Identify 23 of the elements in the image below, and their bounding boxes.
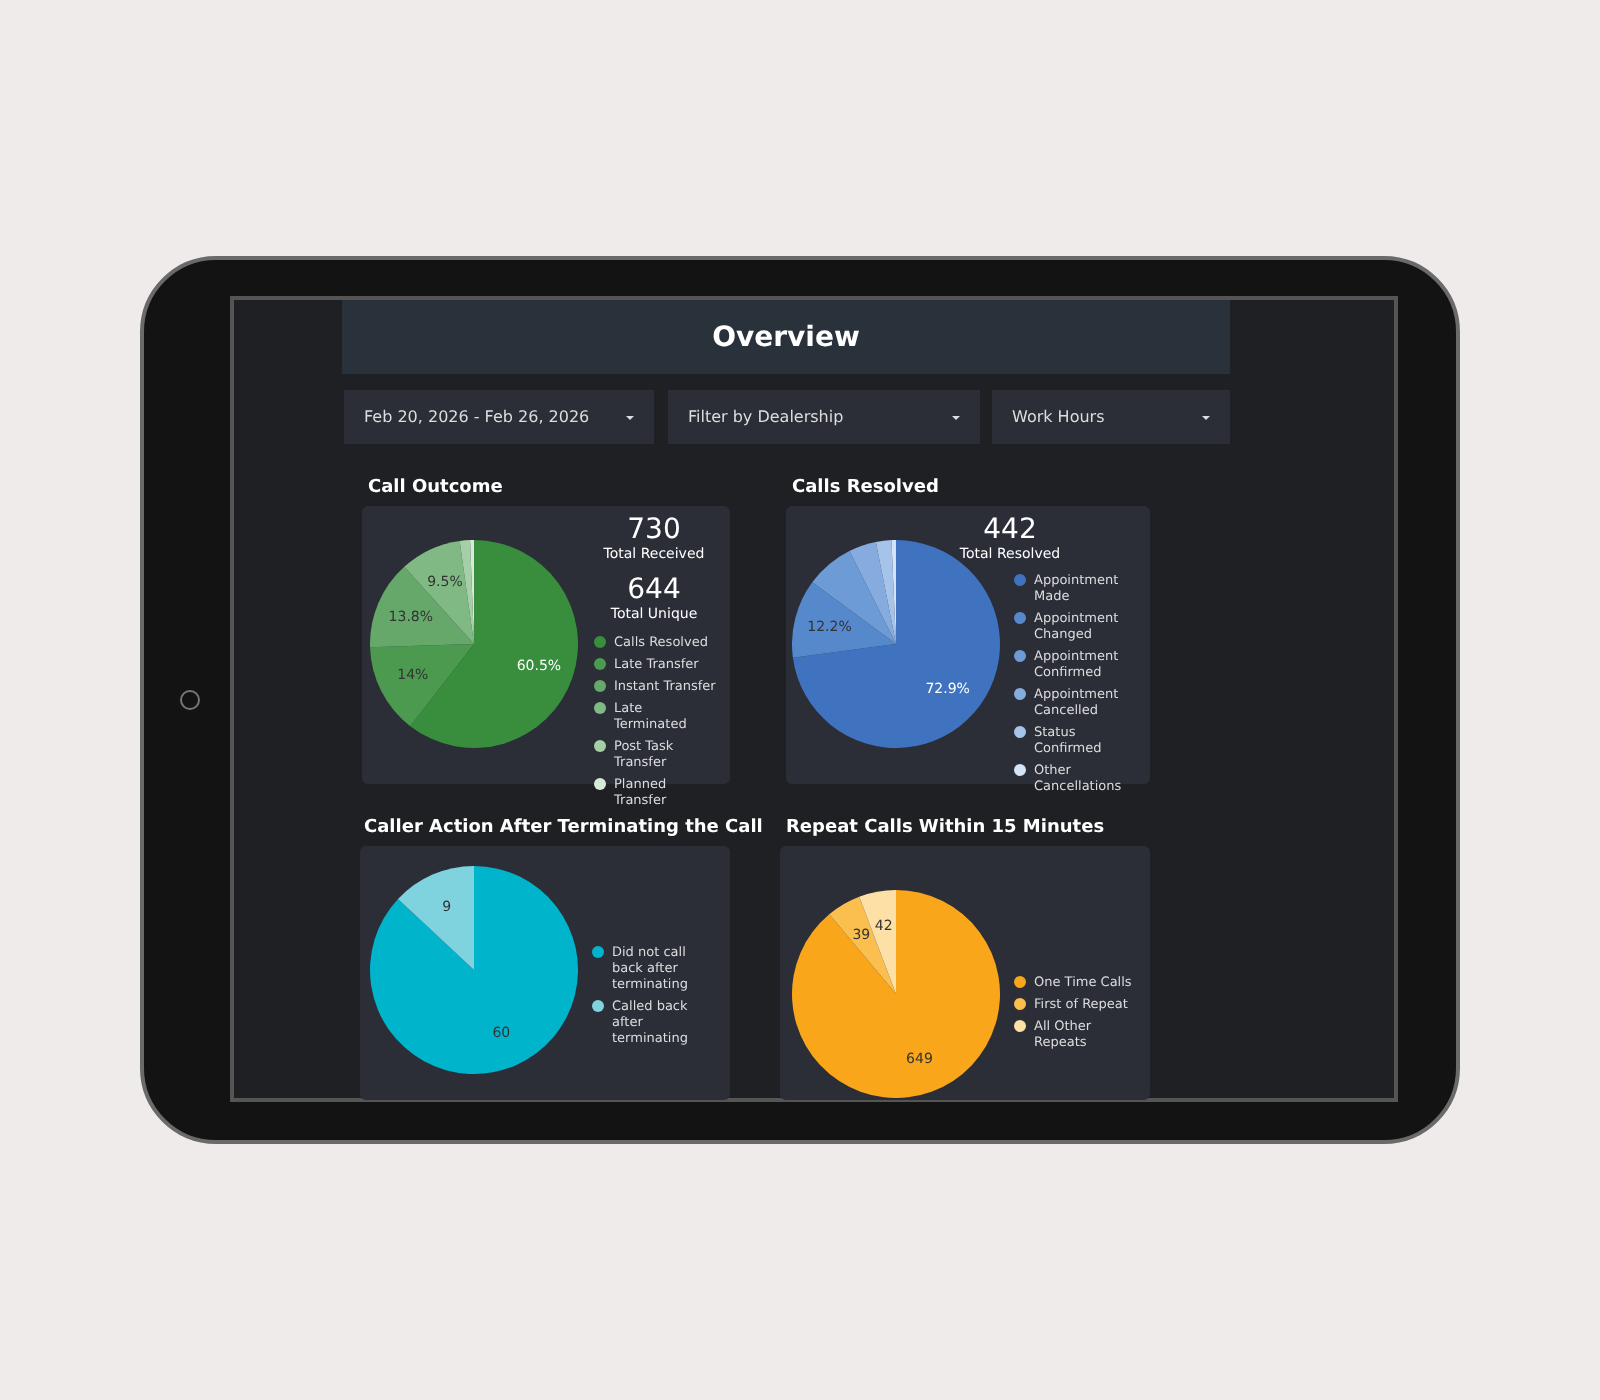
text: 730	[625, 514, 683, 546]
pie-slice	[792, 540, 1000, 748]
text: 442	[981, 514, 1039, 546]
pie-slice	[792, 582, 896, 658]
pie-slice	[792, 890, 1000, 1098]
pie-slice	[829, 896, 896, 994]
text: Overview	[342, 300, 1230, 374]
pie-slice	[849, 541, 896, 644]
chart-title: Calls Resolved	[792, 478, 939, 498]
pie-slice	[370, 566, 474, 648]
pie-slice	[370, 644, 474, 727]
pie-slice	[459, 540, 474, 644]
text: Feb 20, 2026 - Feb 26, 2026	[364, 408, 590, 426]
text: Filter by Dealership	[688, 408, 844, 426]
chart-title: Call Outcome	[368, 478, 503, 498]
pie-slice	[397, 866, 474, 970]
chart-title: Repeat Calls Within 15 Minutes	[786, 818, 1105, 838]
pie-slice	[812, 551, 896, 644]
text: Work Hours	[1012, 408, 1105, 426]
pie-slice	[875, 540, 896, 644]
chart-title: Caller Action After Terminating the Call	[364, 818, 763, 838]
pie-slice	[370, 866, 578, 1074]
text: 644	[625, 574, 683, 606]
